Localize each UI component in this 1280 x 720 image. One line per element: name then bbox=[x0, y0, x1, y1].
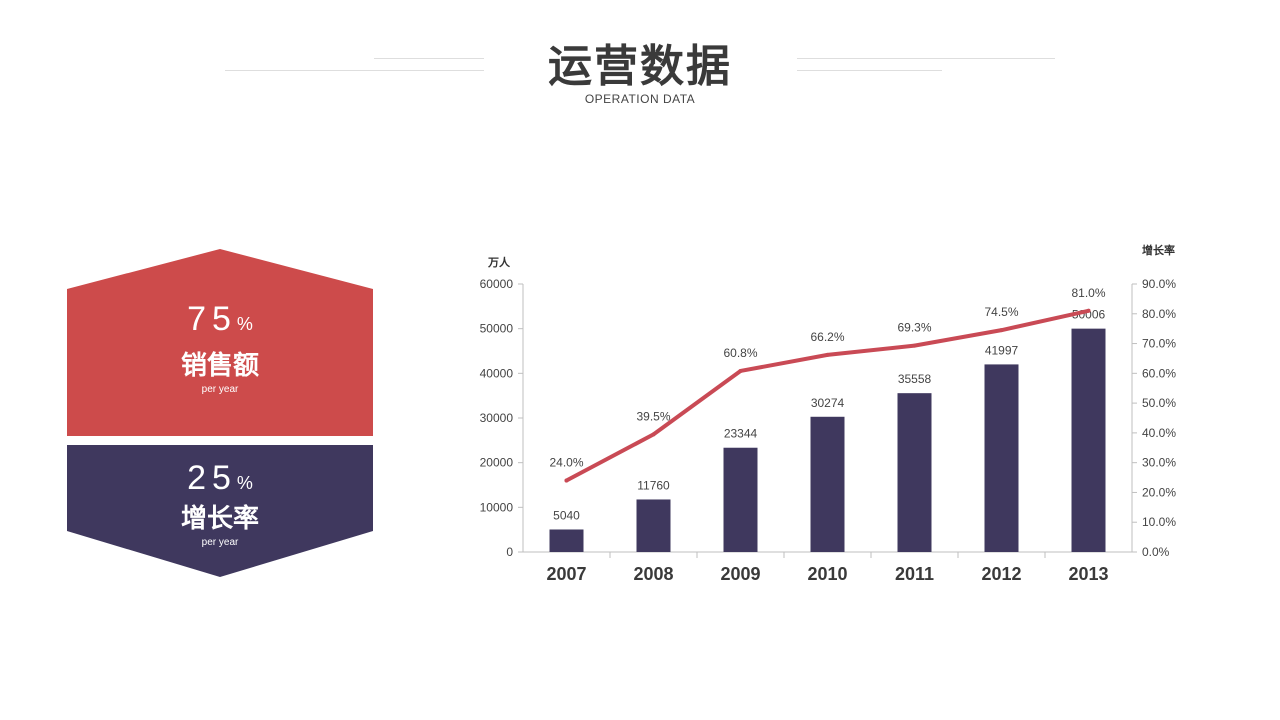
bar bbox=[897, 393, 932, 552]
line-point bbox=[738, 368, 743, 373]
page-title: 运营数据 bbox=[548, 42, 732, 91]
y-tick-label: 60000 bbox=[480, 277, 514, 291]
y-tick-label: 30000 bbox=[480, 411, 514, 425]
bar-data-label: 41997 bbox=[985, 343, 1019, 357]
page-subtitle: OPERATION DATA bbox=[584, 92, 696, 106]
y2-tick-label: 50.0% bbox=[1142, 396, 1176, 410]
bar-data-label: 23344 bbox=[724, 427, 758, 441]
bar-data-label: 35558 bbox=[898, 372, 932, 386]
line-data-label: 60.8% bbox=[723, 346, 757, 360]
header-line-left-bottom bbox=[225, 70, 484, 71]
y2-tick-label: 70.0% bbox=[1142, 337, 1176, 351]
bar bbox=[636, 499, 671, 552]
bar bbox=[723, 447, 758, 552]
y2-tick-label: 30.0% bbox=[1142, 456, 1176, 470]
y2-tick-label: 60.0% bbox=[1142, 366, 1176, 380]
bar bbox=[1071, 328, 1106, 552]
growth-stat-value: 25% bbox=[187, 459, 253, 497]
y-tick-label: 20000 bbox=[480, 456, 514, 470]
line-data-label: 39.5% bbox=[636, 409, 670, 423]
sales-stat-sub: per year bbox=[201, 384, 239, 395]
y2-tick-label: 10.0% bbox=[1142, 515, 1176, 529]
sales-stat-shape bbox=[67, 249, 373, 436]
x-tick-label: 2013 bbox=[1068, 564, 1108, 584]
y2-tick-label: 90.0% bbox=[1142, 277, 1176, 291]
x-tick-label: 2010 bbox=[807, 564, 847, 584]
line-data-label: 66.2% bbox=[810, 330, 844, 344]
y2-tick-label: 40.0% bbox=[1142, 426, 1176, 440]
y2-tick-label: 0.0% bbox=[1142, 545, 1170, 559]
line-point bbox=[1086, 308, 1091, 313]
bar bbox=[984, 364, 1019, 552]
line-data-label: 81.0% bbox=[1071, 286, 1105, 300]
sales-stat-content: 75% 销售额 per year bbox=[67, 300, 373, 395]
x-tick-label: 2009 bbox=[720, 564, 760, 584]
line-data-label: 74.5% bbox=[984, 305, 1018, 319]
y2-tick-label: 80.0% bbox=[1142, 307, 1176, 321]
bar bbox=[810, 416, 845, 552]
growth-stat-content: 25% 增长率 per year bbox=[67, 459, 373, 548]
y-tick-label: 50000 bbox=[480, 322, 514, 336]
x-tick-label: 2012 bbox=[981, 564, 1021, 584]
x-tick-label: 2007 bbox=[546, 564, 586, 584]
line-point bbox=[825, 352, 830, 357]
line-data-label: 69.3% bbox=[897, 321, 931, 335]
sales-stat-value: 75% bbox=[187, 300, 253, 338]
y-tick-label: 10000 bbox=[480, 500, 514, 514]
sales-stat-panel bbox=[67, 249, 373, 437]
line-point bbox=[912, 343, 917, 348]
line-point bbox=[999, 328, 1004, 333]
y-tick-label: 40000 bbox=[480, 366, 514, 380]
x-tick-label: 2008 bbox=[633, 564, 673, 584]
growth-stat-panel bbox=[67, 445, 373, 577]
y-tick-label: 0 bbox=[506, 545, 513, 559]
header-line-left-top bbox=[374, 58, 484, 59]
growth-stat-shape bbox=[67, 445, 373, 577]
bar bbox=[549, 529, 584, 552]
header-line-right-bottom bbox=[797, 70, 942, 71]
y-axis-title: 万人 bbox=[487, 255, 511, 269]
growth-stat-sub: per year bbox=[201, 537, 239, 548]
header-line-right-top bbox=[797, 58, 1055, 59]
y2-axis-title: 增长率 bbox=[1142, 243, 1175, 257]
line-point bbox=[564, 478, 569, 483]
line-data-label: 24.0% bbox=[549, 456, 583, 470]
bar-data-label: 5040 bbox=[553, 508, 580, 522]
line-point bbox=[651, 432, 656, 437]
growth-stat-label: 增长率 bbox=[180, 503, 259, 533]
sales-stat-label: 销售额 bbox=[180, 350, 259, 380]
bar-data-label: 30274 bbox=[811, 396, 845, 410]
bar-data-label: 11760 bbox=[637, 478, 670, 492]
y2-tick-label: 20.0% bbox=[1142, 485, 1176, 499]
x-tick-label: 2011 bbox=[895, 564, 934, 584]
